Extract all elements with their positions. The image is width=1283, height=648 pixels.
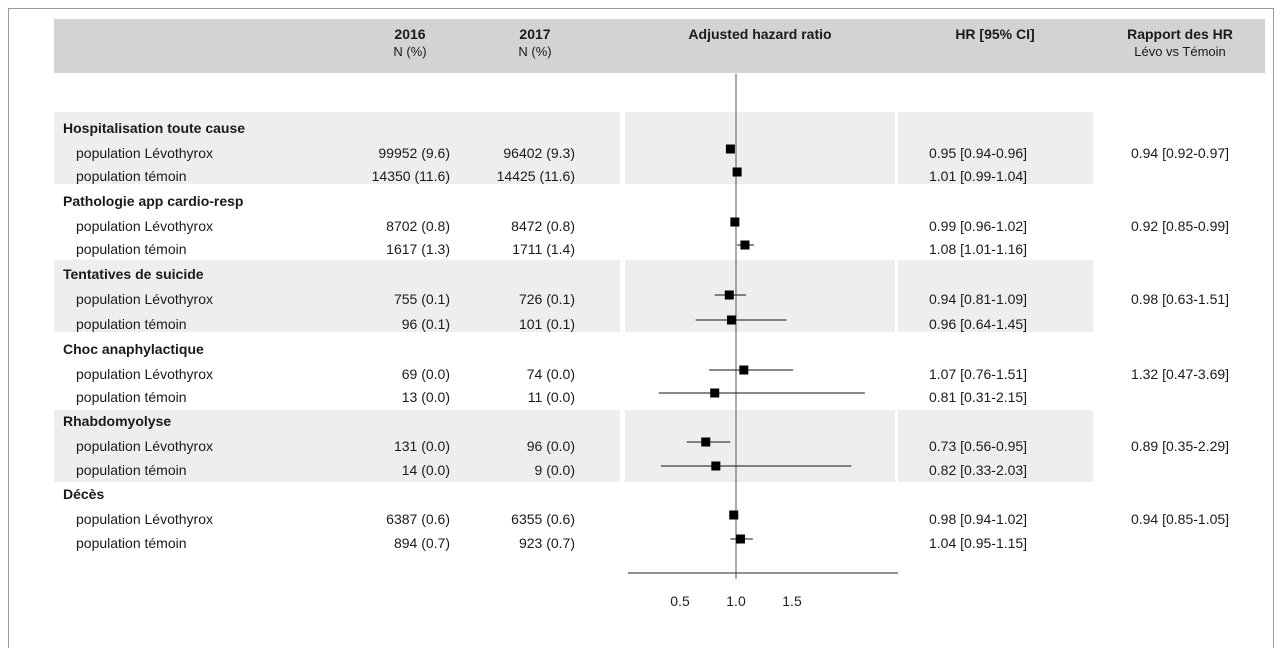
value-2016: 14 (0.0) [401, 462, 450, 478]
hr-ci-text: 0.99 [0.96-1.02] [929, 218, 1028, 234]
col-2016-title: 2016 [394, 26, 426, 42]
value-2017: 101 (0.1) [518, 316, 575, 332]
hr-ratio: 0.98 [0.63-1.51] [1130, 291, 1230, 307]
value-2016: 69 (0.0) [401, 366, 450, 382]
hr-ci-text: 0.95 [0.94-0.96] [929, 145, 1028, 161]
hr-point [725, 144, 735, 154]
hr-point [727, 315, 737, 325]
value-2017: 96 (0.0) [526, 438, 575, 454]
hr-ci-text: 1.04 [0.95-1.15] [929, 535, 1028, 551]
col-2017-title: 2017 [519, 26, 551, 42]
hr-point [724, 290, 734, 300]
hr-point [701, 437, 711, 447]
value-2017: 923 (0.7) [518, 535, 575, 551]
value-2016: 99952 (9.6) [378, 145, 450, 161]
value-2016: 96 (0.1) [401, 316, 450, 332]
row-label: population témoin [76, 241, 187, 257]
row-label: population Lévothyrox [76, 511, 213, 527]
value-2017: 8472 (0.8) [511, 218, 575, 234]
group-title: Hospitalisation toute cause [63, 120, 246, 136]
group-title: Tentatives de suicide [63, 266, 204, 282]
hr-point [710, 388, 720, 398]
hr-point [732, 167, 742, 177]
hr-point [740, 240, 750, 250]
plot-title: Adjusted hazard ratio [688, 26, 832, 42]
value-2017: 9 (0.0) [534, 462, 575, 478]
col-2016-header: 2016 N (%) [350, 26, 470, 60]
value-2016: 6387 (0.6) [386, 511, 450, 527]
hr-ci-text: 1.08 [1.01-1.16] [929, 241, 1028, 257]
x-tick-label: 1.0 [726, 593, 746, 609]
row-label: population témoin [76, 462, 187, 478]
col-2016-sub: N (%) [393, 44, 427, 59]
row-label: population témoin [76, 389, 187, 405]
ratio-title: Rapport des HR [1127, 26, 1233, 42]
hr-point [735, 534, 745, 544]
ratio-sub: Lévo vs Témoin [1134, 44, 1226, 59]
value-2016: 131 (0.0) [393, 438, 450, 454]
hr-ci-text: 0.82 [0.33-2.03] [929, 462, 1028, 478]
value-2016: 13 (0.0) [401, 389, 450, 405]
hr-ci-text: 0.94 [0.81-1.09] [929, 291, 1028, 307]
row-label: population Lévothyrox [76, 291, 213, 307]
hr-ci-text: 0.98 [0.94-1.02] [929, 511, 1028, 527]
value-2017: 1711 (1.4) [512, 241, 575, 257]
value-2016: 755 (0.1) [393, 291, 450, 307]
value-2017: 74 (0.0) [526, 366, 575, 382]
group-title: Rhabdomyolyse [63, 413, 172, 429]
hr-point [711, 461, 721, 471]
x-tick-label: 0.5 [670, 593, 690, 609]
row-label: population témoin [76, 316, 187, 332]
row-label: population Lévothyrox [76, 145, 213, 161]
col-2017-header: 2017 N (%) [475, 26, 595, 60]
value-2016: 894 (0.7) [393, 535, 450, 551]
hr-ci-text: 1.07 [0.76-1.51] [929, 366, 1028, 382]
col-2017-sub: N (%) [518, 44, 552, 59]
hr-ratio: 0.92 [0.85-0.99] [1130, 218, 1230, 234]
value-2017: 14425 (11.6) [496, 168, 575, 184]
group-title: Choc anaphylactique [63, 341, 204, 357]
group-title: Décès [63, 486, 105, 502]
value-2017: 6355 (0.6) [511, 511, 575, 527]
hr-point [739, 365, 749, 375]
hr-ci-text: 0.96 [0.64-1.45] [929, 316, 1028, 332]
group-title: Pathologie app cardio-resp [63, 193, 244, 209]
ci-header: HR [95% CI] [905, 26, 1085, 43]
x-tick-label: 1.5 [782, 593, 802, 609]
ratio-header: Rapport des HR Lévo vs Témoin [1100, 26, 1260, 60]
hr-ratio: 0.94 [0.85-1.05] [1130, 511, 1230, 527]
row-label: population témoin [76, 168, 187, 184]
row-label: population témoin [76, 535, 187, 551]
value-2016: 8702 (0.8) [386, 218, 450, 234]
value-2016: 14350 (11.6) [371, 168, 450, 184]
plot-header: Adjusted hazard ratio [620, 26, 900, 43]
value-2017: 726 (0.1) [518, 291, 575, 307]
ci-title: HR [95% CI] [955, 26, 1035, 42]
hr-ci-text: 0.73 [0.56-0.95] [929, 438, 1028, 454]
figure-frame [8, 8, 1274, 648]
row-label: population Lévothyrox [76, 366, 213, 382]
value-2017: 11 (0.0) [527, 389, 575, 405]
hr-point [729, 510, 739, 520]
hr-ci-text: 0.81 [0.31-2.15] [929, 389, 1028, 405]
hr-ci-text: 1.01 [0.99-1.04] [929, 168, 1028, 184]
hr-ratio: 0.94 [0.92-0.97] [1130, 145, 1230, 161]
hr-ratio: 1.32 [0.47-3.69] [1130, 366, 1230, 382]
header-band [54, 19, 1265, 73]
hr-ratio: 0.89 [0.35-2.29] [1130, 438, 1230, 454]
row-label: population Lévothyrox [76, 438, 213, 454]
row-label: population Lévothyrox [76, 218, 213, 234]
value-2017: 96402 (9.3) [503, 145, 575, 161]
hr-point [730, 217, 740, 227]
forest-plot: 0.5 1.0 1.5 [628, 74, 898, 609]
value-2016: 1617 (1.3) [386, 241, 450, 257]
